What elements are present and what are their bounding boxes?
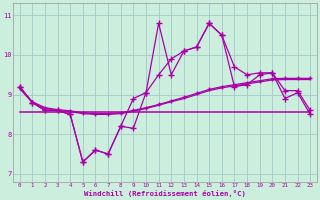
X-axis label: Windchill (Refroidissement éolien,°C): Windchill (Refroidissement éolien,°C) xyxy=(84,190,246,197)
